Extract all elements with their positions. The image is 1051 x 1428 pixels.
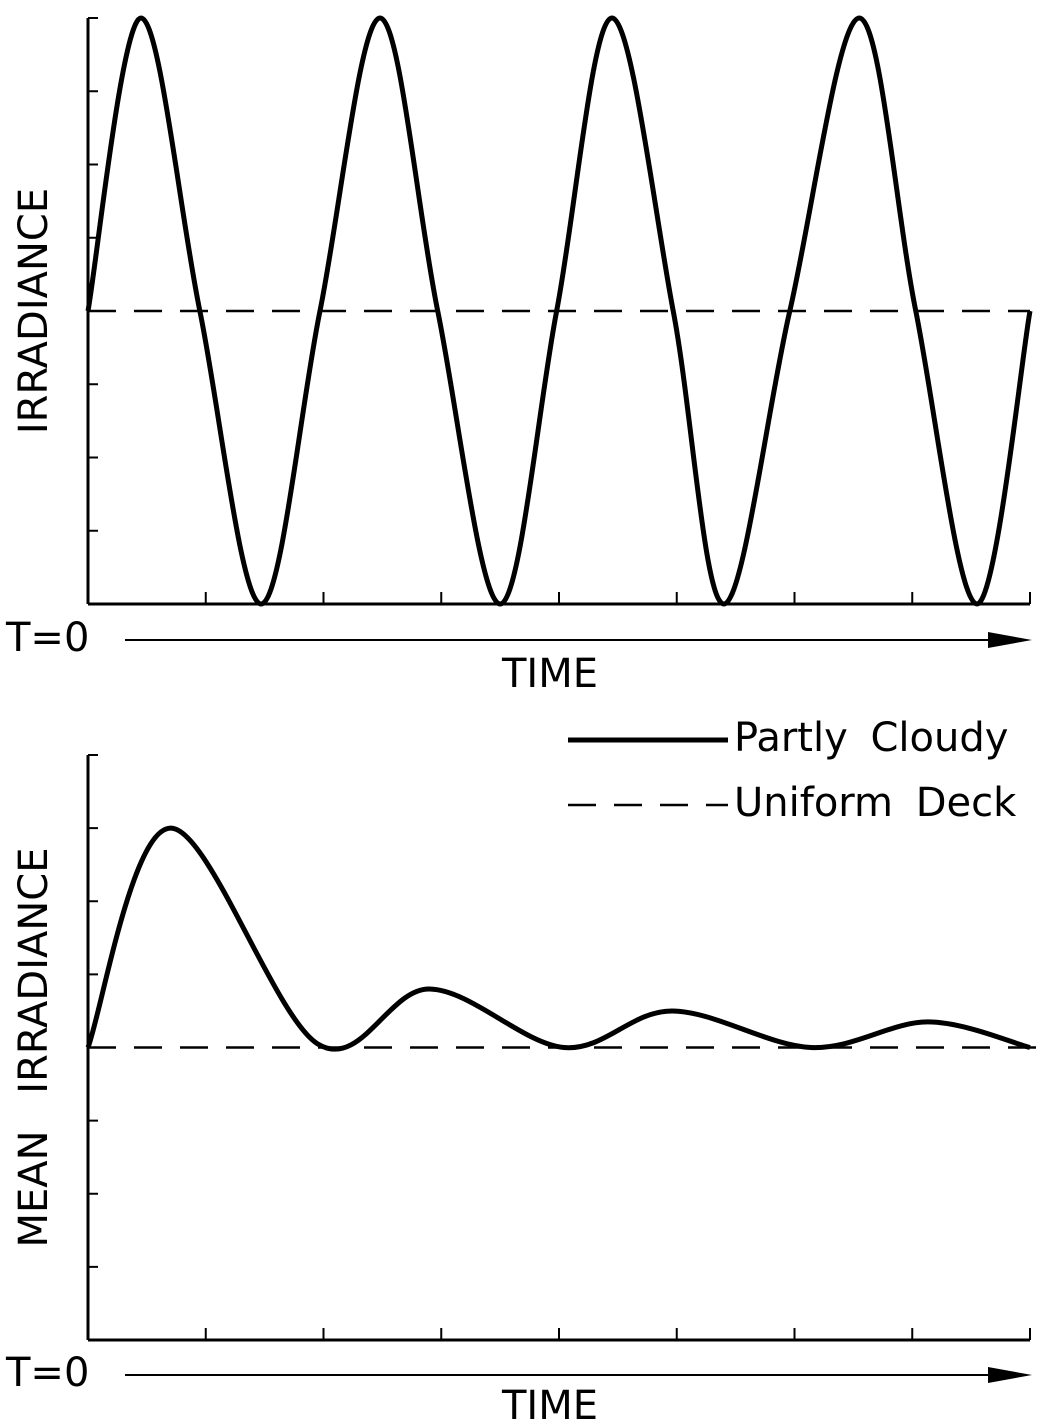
arrow-head [988,632,1032,648]
x-axis-label: TIME [501,1383,598,1428]
legend-label: Partly Cloudy [734,715,1008,761]
x-origin-label: T=0 [5,1350,89,1396]
y-axis-label: IRRADIANCE [11,188,57,434]
arrow-head [988,1367,1032,1383]
x-axis-label: TIME [501,651,598,697]
x-origin-label: T=0 [5,615,89,661]
solid-line [85,825,1031,1052]
y-axis-label: MEAN IRRADIANCE [11,848,57,1248]
legend-label: Uniform Deck [734,780,1017,826]
